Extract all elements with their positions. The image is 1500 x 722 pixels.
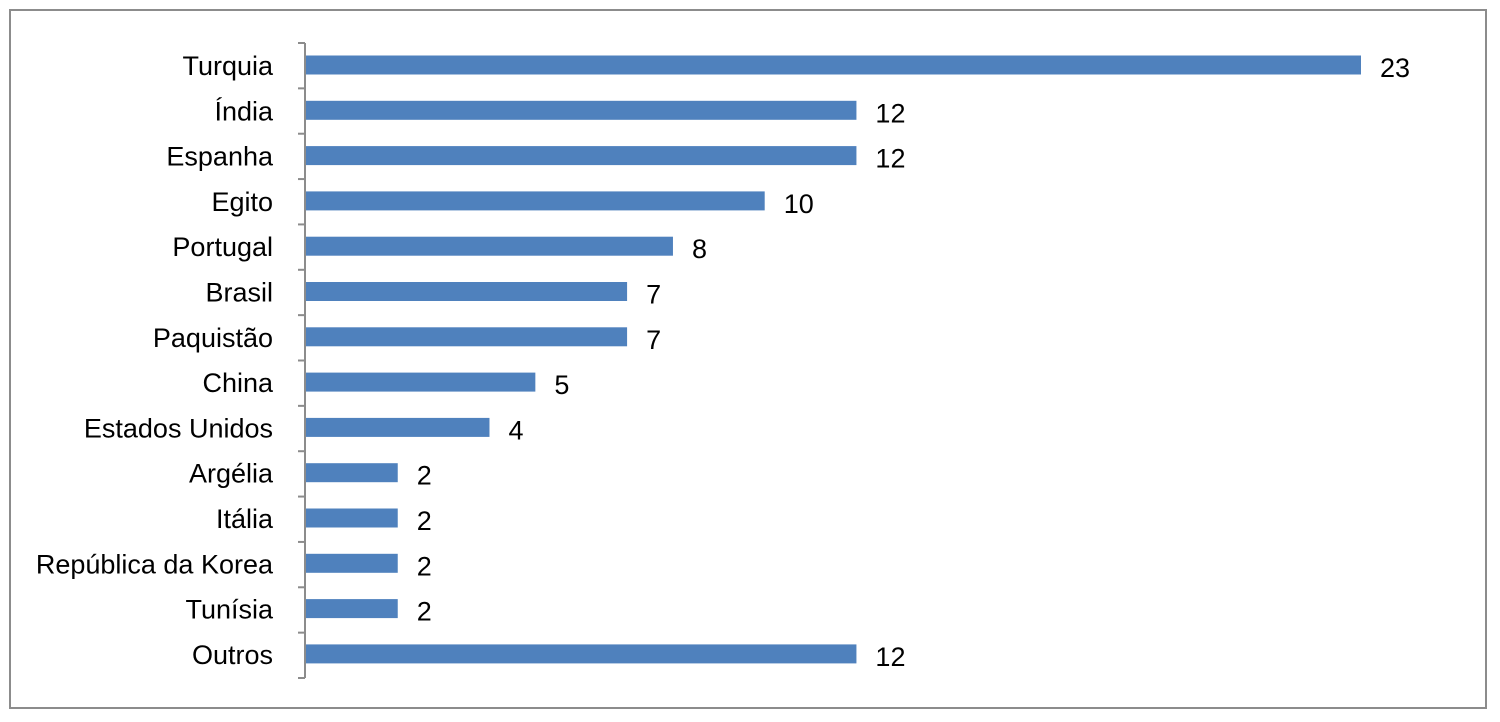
category-label: Argélia <box>189 459 274 489</box>
bar <box>306 191 765 211</box>
data-label: 10 <box>784 189 814 219</box>
category-label: Outros <box>192 640 273 670</box>
bar <box>306 372 536 392</box>
data-label: 5 <box>554 370 569 400</box>
axis-layer <box>298 42 306 679</box>
data-label: 12 <box>875 144 905 174</box>
data-label: 8 <box>692 234 707 264</box>
bar <box>306 553 398 573</box>
bar <box>306 327 628 347</box>
category-label: Egito <box>211 187 273 217</box>
data-label: 7 <box>646 280 661 310</box>
data-label: 7 <box>646 325 661 355</box>
category-label: Itália <box>216 504 274 534</box>
value-label-layer: 23 12 12 10 8 7 7 5 4 2 2 2 2 12 <box>417 53 1410 672</box>
bar <box>306 417 490 437</box>
bar <box>306 599 398 619</box>
bar <box>306 146 857 166</box>
bar <box>306 508 398 528</box>
chart-frame <box>9 9 1487 709</box>
category-label: Índia <box>214 96 274 126</box>
bar <box>306 463 398 483</box>
data-label: 2 <box>417 461 432 491</box>
category-label: Paquistão <box>153 323 273 353</box>
bar <box>306 644 857 664</box>
category-label: República da Korea <box>36 549 274 579</box>
category-label: Estados Unidos <box>84 413 273 443</box>
data-label: 2 <box>417 551 432 581</box>
category-label: China <box>202 368 274 398</box>
data-label: 12 <box>875 98 905 128</box>
bar-layer <box>306 55 1361 664</box>
data-label: 23 <box>1380 53 1410 83</box>
category-label: Brasil <box>205 278 273 308</box>
category-label: Tunísia <box>185 595 274 625</box>
bar <box>306 55 1361 75</box>
category-label: Espanha <box>166 142 274 172</box>
data-label: 12 <box>875 642 905 672</box>
data-label: 2 <box>417 597 432 627</box>
data-label: 4 <box>508 415 523 445</box>
bar <box>306 236 673 256</box>
category-label: Portugal <box>172 232 273 262</box>
bar <box>306 282 628 301</box>
bar <box>306 100 857 120</box>
data-label: 2 <box>417 506 432 536</box>
category-label-layer: Turquia Índia Espanha Egito Portugal Brasil Pa… <box>36 51 274 670</box>
category-label: Turquia <box>182 51 274 81</box>
